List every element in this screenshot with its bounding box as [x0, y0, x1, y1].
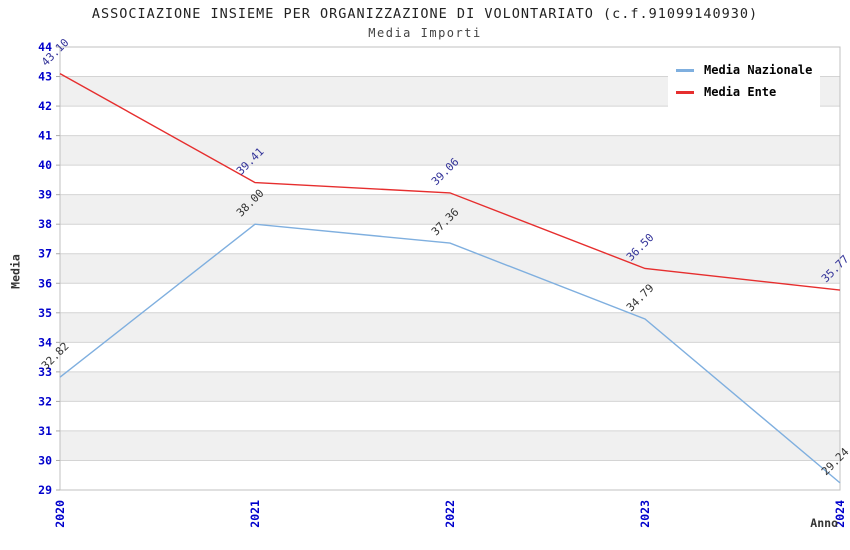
x-tick-label: 2021 — [248, 500, 262, 528]
data-point-label: 34.79 — [624, 282, 657, 315]
x-tick-label: 2020 — [53, 500, 67, 528]
y-tick-label: 37 — [38, 247, 52, 261]
legend: Media Nazionale Media Ente — [668, 57, 821, 107]
y-tick-label: 40 — [38, 158, 52, 172]
y-tick-label: 35 — [38, 306, 52, 320]
x-tick-label: 2024 — [833, 500, 847, 528]
plot-band — [60, 135, 840, 166]
legend-label-media-nazionale: Media Nazionale — [704, 63, 813, 77]
x-axis-title: Anno — [810, 516, 838, 530]
legend-item-media-nazionale: Media Nazionale — [676, 63, 812, 77]
x-tick-label: 2023 — [638, 500, 652, 528]
legend-label-media-ente: Media Ente — [704, 85, 777, 99]
plot-border — [59, 46, 841, 491]
y-tick-label: 44 — [38, 40, 52, 54]
chart-subtitle: Media Importi — [368, 26, 482, 40]
y-tick-label: 33 — [38, 365, 52, 379]
y-tick-label: 42 — [38, 99, 52, 113]
series-line-media-ente — [59, 72, 841, 291]
media-ente-line-swatch — [676, 90, 694, 94]
legend-item-media-ente: Media Ente — [676, 85, 812, 99]
plot-band — [60, 253, 840, 284]
y-tick-label: 36 — [38, 276, 52, 290]
plot-band — [60, 312, 840, 343]
x-tick-label: 2022 — [443, 500, 457, 528]
series-line-media-nazionale — [59, 223, 841, 484]
y-tick-label: 43 — [38, 70, 52, 84]
y-axis-title: Media — [8, 254, 23, 289]
y-tick-label: 29 — [38, 483, 52, 497]
y-tick-label: 41 — [38, 129, 52, 143]
plot-band — [60, 194, 840, 225]
y-tick-label: 30 — [38, 453, 52, 467]
y-tick-label: 32 — [38, 394, 52, 408]
plot-band — [60, 371, 840, 402]
plot-band — [60, 430, 840, 461]
y-tick-label: 39 — [38, 188, 52, 202]
chart-title: ASSOCIAZIONE INSIEME PER ORGANIZZAZIONE … — [91, 6, 759, 22]
media-nazionale-line-swatch — [676, 68, 694, 72]
y-tick-label: 31 — [38, 424, 52, 438]
y-tick-label: 34 — [38, 335, 52, 349]
y-tick-label: 38 — [38, 217, 52, 231]
